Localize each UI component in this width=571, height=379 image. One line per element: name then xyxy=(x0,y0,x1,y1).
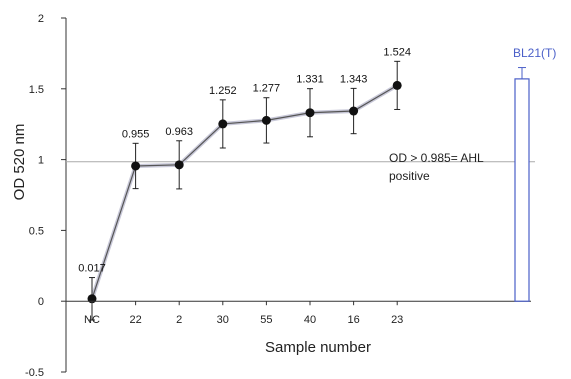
x-tick-label: 40 xyxy=(304,314,316,326)
y-tick-label: 2 xyxy=(38,13,44,25)
y-tick-label: 1 xyxy=(38,155,44,167)
data-label: 0.955 xyxy=(122,128,150,140)
data-label: 0.017 xyxy=(78,263,106,275)
x-axis: NC 22 2 30 55 40 16 23 xyxy=(66,300,531,326)
y-tick-label: -0.5 xyxy=(25,367,44,379)
bl21-label: BL21(T) xyxy=(513,46,556,60)
y-axis-title: OD 520 nm xyxy=(11,124,28,201)
y-tick-label: 0 xyxy=(38,296,44,308)
data-point xyxy=(261,115,271,125)
x-tick-label: 30 xyxy=(217,314,229,326)
reference-bar: BL21(T) xyxy=(513,46,556,302)
series-path xyxy=(91,84,398,299)
data-point xyxy=(392,80,402,90)
series-line-shadow xyxy=(90,83,399,300)
data-label: 1.343 xyxy=(340,73,368,85)
series-line: 0.017 0.955 0.963 1.252 1.277 1.331 1.343 1.524 xyxy=(78,46,411,321)
data-point xyxy=(174,160,184,170)
threshold-line: OD > 0.985= AHL positive xyxy=(66,151,535,183)
data-label: 1.524 xyxy=(383,46,411,58)
data-label: 0.963 xyxy=(165,126,193,138)
x-tick-label: 55 xyxy=(260,314,272,326)
x-tick-label: 16 xyxy=(347,314,359,326)
data-label: 1.331 xyxy=(296,74,324,86)
threshold-label-line1: OD > 0.985= AHL xyxy=(389,151,484,165)
threshold-label-line2: positive xyxy=(389,169,430,183)
data-point xyxy=(305,108,315,118)
x-axis-title: Sample number xyxy=(265,339,371,356)
x-tick-label: NC xyxy=(84,314,100,326)
data-point xyxy=(131,161,141,171)
data-point xyxy=(218,119,228,129)
x-tick-label: 22 xyxy=(129,314,141,326)
y-tick-label: 0.5 xyxy=(29,225,44,237)
data-label: 1.277 xyxy=(253,83,281,95)
x-tick-label: 2 xyxy=(176,314,182,326)
x-tick-label: 23 xyxy=(391,314,403,326)
data-point xyxy=(349,106,359,116)
y-tick-label: 1.5 xyxy=(29,84,44,96)
bl21-bar xyxy=(514,78,530,302)
data-label: 1.252 xyxy=(209,85,237,97)
y-axis: -0.5 0 0.5 1 1.5 2 xyxy=(25,13,67,379)
